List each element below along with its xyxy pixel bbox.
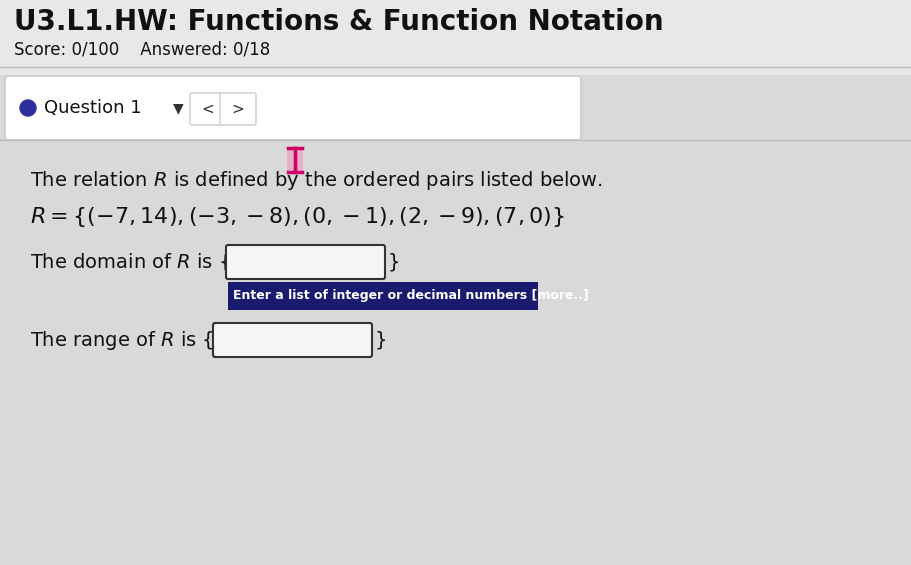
FancyBboxPatch shape [287,147,303,173]
FancyBboxPatch shape [226,245,385,279]
Text: Question 1: Question 1 [44,99,141,117]
Text: }: } [388,253,401,272]
Text: The range of $R$ is {: The range of $R$ is { [30,328,214,351]
Text: The relation $R$ is defined by the ordered pairs listed below.: The relation $R$ is defined by the order… [30,168,603,192]
FancyBboxPatch shape [220,93,256,125]
FancyBboxPatch shape [0,0,911,75]
Text: U3.L1.HW: Functions & Function Notation: U3.L1.HW: Functions & Function Notation [14,8,663,36]
Text: $R = \{(-7, 14), (-3, -8), (0, -1), (2, -9), (7, 0)\}$: $R = \{(-7, 14), (-3, -8), (0, -1), (2, … [30,205,565,229]
Text: The domain of $R$ is {: The domain of $R$ is { [30,251,230,273]
Text: }: } [375,331,387,350]
Circle shape [20,100,36,116]
Text: >: > [231,102,244,116]
FancyBboxPatch shape [228,282,538,310]
FancyBboxPatch shape [5,76,581,140]
Text: Score: 0/100    Answered: 0/18: Score: 0/100 Answered: 0/18 [14,41,271,59]
Text: ▼: ▼ [173,101,183,115]
FancyBboxPatch shape [190,93,226,125]
FancyBboxPatch shape [213,323,372,357]
Text: <: < [201,102,214,116]
Text: Enter a list of integer or decimal numbers [more..]: Enter a list of integer or decimal numbe… [233,289,589,302]
